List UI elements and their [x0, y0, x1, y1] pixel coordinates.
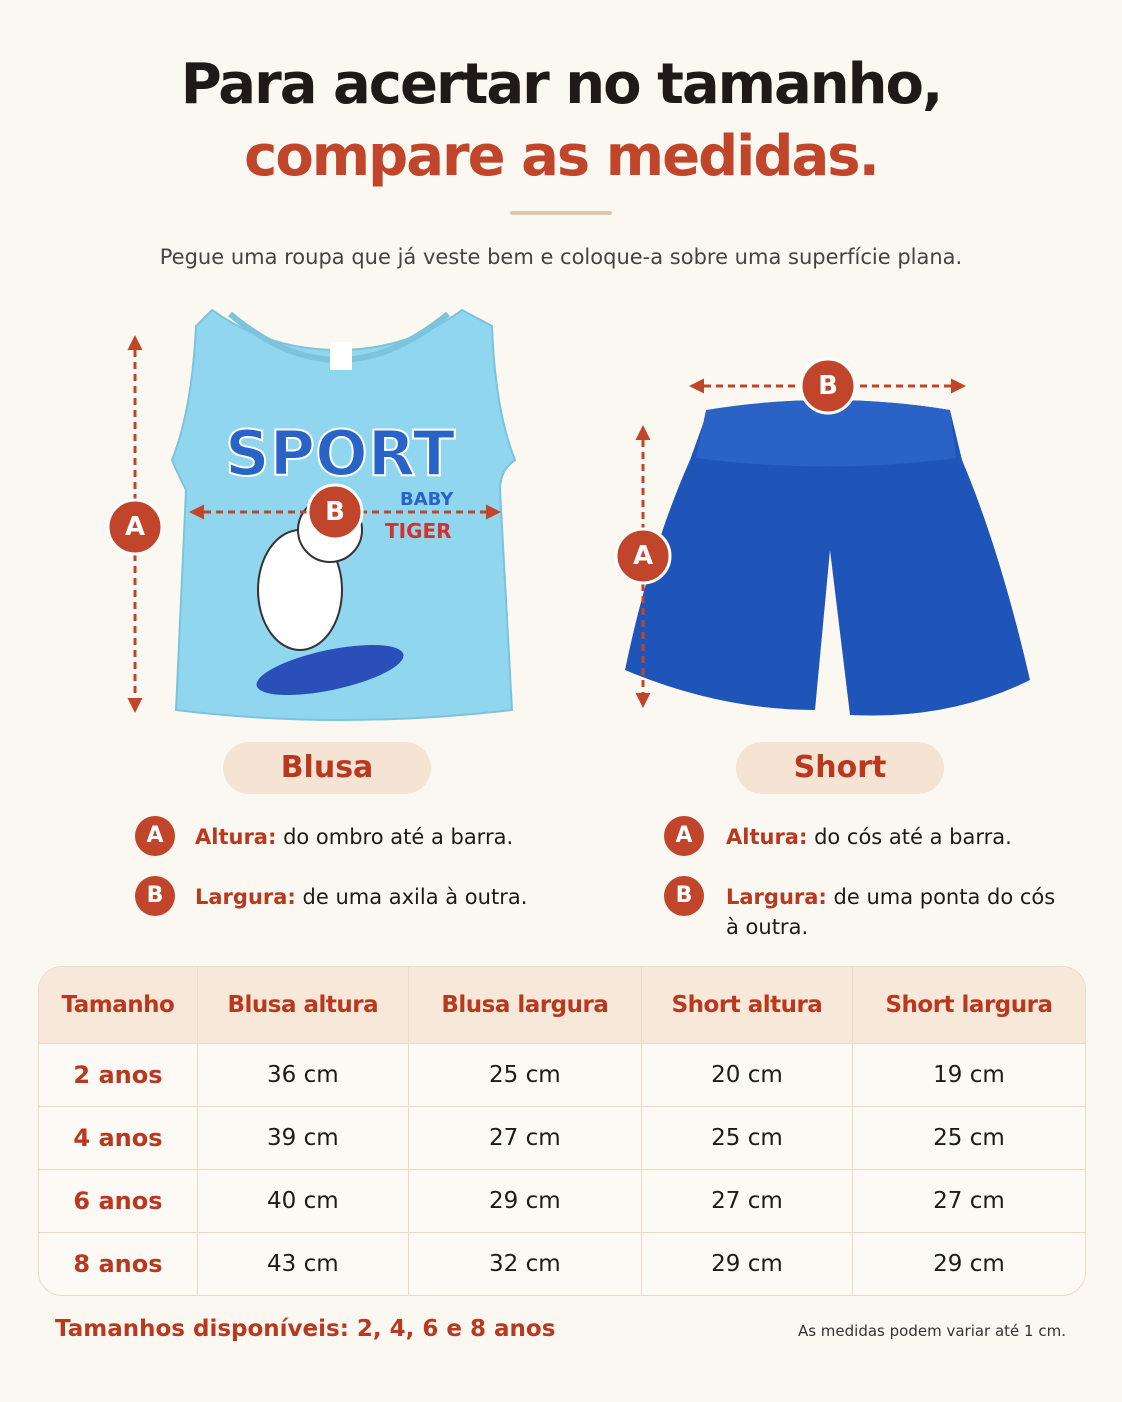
measure-cell: 27 cm [852, 1169, 1085, 1232]
measure-cell: 19 cm [852, 1043, 1085, 1106]
measure-cell: 29 cm [642, 1232, 853, 1295]
marker-letter: B [325, 497, 345, 527]
measure-cell: 29 cm [408, 1169, 642, 1232]
table-row: 2 anos 36 cm 25 cm 20 cm 19 cm [39, 1043, 1085, 1106]
subtitle: Pegue uma roupa que já veste bem e coloq… [159, 245, 963, 269]
column-header: Short altura [642, 967, 853, 1043]
column-header: Short largura [852, 967, 1085, 1043]
marker-letter: A [125, 512, 145, 542]
size-table: Tamanho Blusa altura Blusa largura Short al… [38, 966, 1086, 1296]
size-cell: 4 anos [39, 1106, 198, 1169]
note: As medidas podem variar até 1 cm. [797, 1322, 1066, 1340]
shirt-print: SPORT [225, 417, 455, 490]
title-line1: Para acertar no tamanho, [180, 52, 944, 117]
measure-cell: 25 cm [408, 1043, 642, 1106]
measure-cell: 32 cm [408, 1232, 642, 1295]
shirt-print: TIGER [385, 519, 452, 543]
size-cell: 6 anos [39, 1169, 198, 1232]
term: Largura: [726, 885, 827, 909]
size-cell: 2 anos [39, 1043, 198, 1106]
term: Altura: [195, 825, 277, 849]
measure-cell: 36 cm [197, 1043, 409, 1106]
description: de uma ponta do cós à outra. [726, 885, 1056, 939]
description: do cós até a barra. [814, 825, 1012, 849]
divider [510, 211, 612, 215]
measure-cell: 25 cm [852, 1106, 1085, 1169]
marker-letter: A [633, 541, 653, 571]
marker-badge: A [135, 816, 175, 856]
garment-name: Short [736, 742, 944, 794]
marker-badge: A [664, 816, 704, 856]
marker-badge: B [135, 876, 175, 916]
marker-badge: B [664, 876, 704, 916]
label [330, 342, 352, 370]
title-line2: compare as medidas. [244, 124, 880, 189]
measure-cell: 27 cm [642, 1169, 853, 1232]
measure-cell: 25 cm [642, 1106, 853, 1169]
description: de uma axila à outra. [302, 885, 528, 909]
measure-item: Largura: de uma ponta do cós à outra. [726, 882, 1066, 942]
description: do ombro até a barra. [283, 825, 514, 849]
table-row: 4 anos 39 cm 27 cm 25 cm 25 cm [39, 1106, 1085, 1169]
column-header: Blusa largura [408, 967, 642, 1043]
measure-cell: 43 cm [197, 1232, 409, 1295]
measure-cell: 40 cm [197, 1169, 409, 1232]
illustration: SPORT BABY TIGER A B B A [106, 308, 1030, 721]
measure-cell: 29 cm [852, 1232, 1085, 1295]
term: Largura: [195, 885, 296, 909]
column-header: Tamanho [39, 967, 198, 1043]
measure-cell: 20 cm [642, 1043, 853, 1106]
term: Altura: [726, 825, 808, 849]
shirt-print: BABY [400, 489, 454, 510]
garment-name: Blusa [223, 742, 431, 794]
column-header: Blusa altura [197, 967, 409, 1043]
marker-letter: B [818, 371, 838, 401]
measure-cell: 39 cm [197, 1106, 409, 1169]
measure-item: Largura: de uma axila à outra. [195, 882, 535, 912]
measure-item: Altura: do ombro até a barra. [195, 822, 535, 852]
measure-item: Altura: do cós até a barra. [726, 822, 1066, 852]
measure-cell: 27 cm [408, 1106, 642, 1169]
table-row: 6 anos 40 cm 29 cm 27 cm 27 cm [39, 1169, 1085, 1232]
size-cell: 8 anos [39, 1232, 198, 1295]
available-sizes: Tamanhos disponíveis: 2, 4, 6 e 8 anos [55, 1316, 556, 1342]
short [625, 400, 1030, 716]
table-row: 8 anos 43 cm 32 cm 29 cm 29 cm [39, 1232, 1085, 1295]
